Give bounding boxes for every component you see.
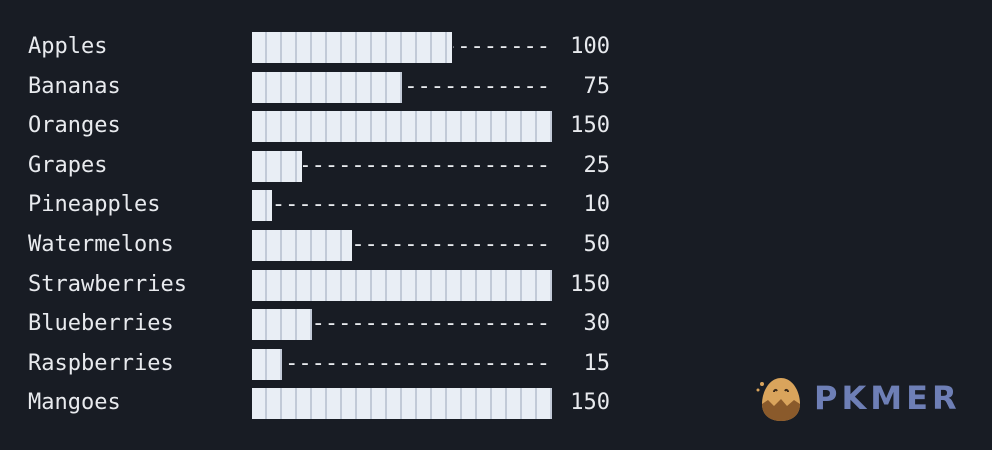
- category-label: Pineapples: [28, 192, 161, 218]
- logo-text: PKMER: [814, 379, 961, 417]
- bar: [252, 32, 452, 63]
- bar: [252, 309, 312, 341]
- category-label: Grapes: [28, 152, 108, 178]
- value-label: 150: [570, 390, 610, 416]
- value-label: 150: [570, 271, 610, 297]
- category-label: Raspberries: [28, 350, 174, 376]
- value-label: 75: [583, 73, 611, 99]
- value-label: 50: [583, 232, 611, 257]
- bar-row: Apples ----------------------------------…: [0, 27, 700, 67]
- pkmer-logo: PKMER: [754, 372, 961, 424]
- bar-row: Blueberries -----------------------------…: [0, 304, 700, 344]
- bar-row: Mangoes 150: [0, 383, 700, 423]
- category-label: Mangoes: [28, 390, 121, 416]
- category-label: Bananas: [28, 73, 121, 99]
- value-label: 150: [570, 113, 610, 139]
- category-label: Oranges: [28, 113, 121, 139]
- bar: [252, 190, 272, 222]
- bar-row: Bananas ---------------------------------…: [0, 67, 700, 107]
- bar-filler: ----------------------------------------: [353, 232, 550, 257]
- bar: [252, 269, 552, 301]
- bar-filler: ----------------------------------------: [283, 350, 550, 376]
- value-label: 100: [570, 34, 610, 59]
- bar-row: Raspberries -----------------------------…: [0, 344, 700, 384]
- bar: [252, 388, 552, 420]
- bar-filler: ----------------------------------------: [313, 311, 550, 337]
- category-label: Watermelons: [28, 232, 174, 257]
- bar-row: Pineapples ------------------------------…: [0, 185, 700, 225]
- bar: [252, 111, 552, 143]
- bar: [252, 71, 402, 103]
- bar: [252, 348, 282, 380]
- bar-row: Grapes ----------------------------------…: [0, 146, 700, 186]
- category-label: Strawberries: [28, 271, 187, 297]
- value-label: 25: [583, 152, 611, 178]
- value-label: 15: [583, 350, 611, 376]
- bar-row: Watermelons -----------------------------…: [0, 225, 700, 265]
- bar-row: Strawberries 150: [0, 265, 700, 305]
- bar-row: Oranges 150: [0, 106, 700, 146]
- pkmer-egg-icon: [756, 378, 800, 421]
- bar-filler: ----------------------------------------: [303, 152, 550, 178]
- bar: [252, 150, 302, 182]
- category-label: Apples: [28, 34, 108, 59]
- bar-filler: ----------------------------------------: [453, 34, 550, 59]
- bar: [252, 230, 352, 261]
- value-label: 30: [583, 311, 611, 337]
- bar-filler: ----------------------------------------: [273, 192, 550, 218]
- category-label: Blueberries: [28, 311, 174, 337]
- value-label: 10: [583, 192, 611, 218]
- bar-filler: ----------------------------------------: [403, 73, 550, 99]
